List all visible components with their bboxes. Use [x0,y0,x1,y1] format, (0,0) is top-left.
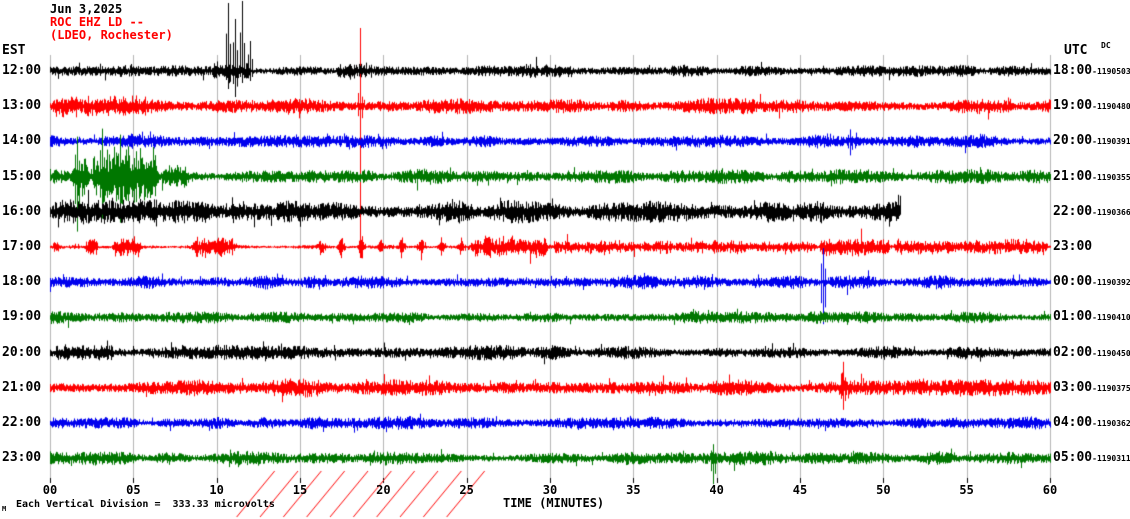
date-label: Jun 3,2025 [50,2,123,16]
right-time-label: 18:00-1190503 [1053,64,1130,77]
utc-time: 18:00 [1053,63,1093,78]
left-time-label: 16:00 [2,203,42,219]
dc-label: DC [1101,41,1111,50]
x-tick-label: 35 [626,483,641,497]
x-tick-label: 20 [376,483,391,497]
x-tick-label: 25 [459,483,474,497]
right-time-label: 19:00-1190480 [1053,99,1130,112]
right-time-label: 23:00 [1053,240,1092,253]
x-tick-label: 50 [876,483,891,497]
x-axis-label: TIME (MINUTES) [503,496,605,510]
x-tick-label: 05 [126,483,141,497]
x-tick-label: 15 [292,483,308,497]
utc-time: 21:00 [1053,168,1093,184]
x-tick-label: 60 [1042,483,1058,497]
left-time-label: 13:00 [2,98,42,114]
count-label: -1190480 [1092,102,1130,112]
utc-time: 23:00 [1053,239,1093,254]
right-time-label: 20:00-1190391 [1053,134,1130,147]
left-time-label: 22:00 [2,415,42,430]
utc-time: 01:00 [1053,309,1093,325]
left-time-label: 18:00 [2,274,42,290]
right-time-label: 21:00-1190355 [1053,170,1130,183]
scale-note: Each Vertical Division = 333.33 microvol… [16,499,275,510]
utc-time: 04:00 [1053,415,1093,430]
right-time-label: 03:00-1190375 [1053,381,1130,394]
right-axis-title: UTC [1064,43,1088,58]
x-tick-label: 55 [959,483,974,497]
count-label: -1190375 [1092,383,1130,393]
right-time-label: 02:00-1190450 [1053,346,1130,359]
left-axis-title: EST [2,43,26,58]
x-tick-label: 45 [792,483,808,497]
left-time-label: 21:00 [2,379,42,395]
right-time-label: 04:00-1190362 [1053,416,1130,429]
left-time-label: 20:00 [2,344,42,360]
left-time-label: 14:00 [2,133,42,149]
left-time-label: 15:00 [2,168,42,184]
station-label: ROC EHZ LD -- [50,15,144,29]
right-time-label: 00:00-1190392 [1053,275,1130,288]
utc-time: 03:00 [1053,379,1093,395]
x-tick-label: 00 [42,483,58,497]
count-label: -1190362 [1092,419,1130,428]
utc-time: 19:00 [1053,98,1093,114]
count-label: -1190366 [1092,207,1130,217]
corner-mark: M [2,505,7,513]
count-label: -1190503 [1092,67,1130,76]
utc-time: 00:00 [1053,274,1093,290]
count-label: -1190391 [1092,137,1130,147]
utc-time: 20:00 [1053,133,1093,149]
right-time-label: 01:00-1190410 [1053,310,1130,323]
count-label: -1190355 [1092,172,1130,182]
left-time-label: 19:00 [2,309,42,325]
count-label: -1190450 [1092,348,1130,358]
x-tick-label: 40 [709,483,724,497]
x-tick-label: 10 [209,483,224,497]
utc-time: 02:00 [1053,344,1093,360]
left-time-label: 12:00 [2,63,42,78]
right-time-label: 22:00-1190366 [1053,205,1130,218]
right-time-label: 05:00-1190311 [1053,451,1130,464]
utc-time: 22:00 [1053,203,1093,219]
count-label: -1190392 [1092,278,1130,288]
count-label: -1190410 [1092,313,1130,323]
left-time-label: 23:00 [2,450,42,466]
location-label: (LDEO, Rochester) [50,28,173,42]
left-time-label: 17:00 [2,239,42,254]
count-label: -1190311 [1092,454,1130,464]
x-tick-label: 30 [542,483,558,497]
utc-time: 05:00 [1053,450,1093,466]
